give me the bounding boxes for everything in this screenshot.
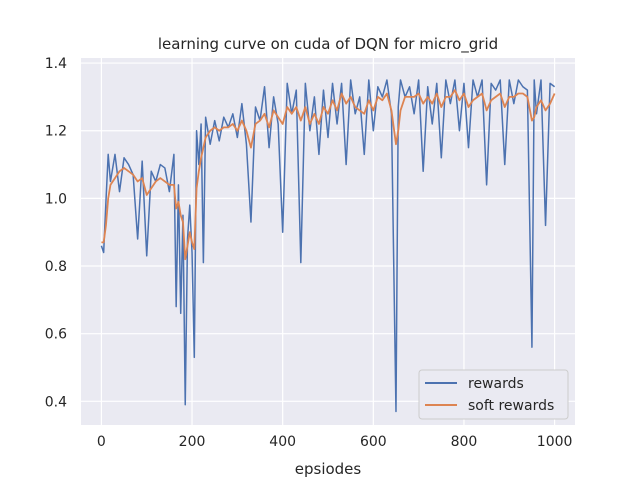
x-axis-label: epsiodes	[295, 460, 362, 478]
x-tick-label: 200	[179, 434, 206, 450]
x-tick-label: 600	[360, 434, 387, 450]
x-tick-label: 0	[97, 434, 106, 450]
y-tick-label: 0.4	[45, 394, 67, 410]
tick-labels: 0 200 400 600 800 1000 0.4 0.6 0.8 1.0 1.2 1.4	[45, 56, 573, 450]
chart-title: learning curve on cuda of DQN for micro_…	[158, 35, 498, 54]
y-tick-label: 0.8	[45, 259, 67, 275]
y-tick-label: 1.4	[45, 56, 67, 72]
y-tick-label: 1.0	[45, 191, 67, 207]
y-tick-label: 1.2	[45, 124, 67, 140]
x-tick-label: 800	[451, 434, 478, 450]
legend-label-rewards: rewards	[468, 376, 524, 392]
x-tick-label: 400	[269, 434, 296, 450]
series-line-rewards	[100, 79, 556, 413]
x-tick-label: 1000	[537, 434, 573, 450]
plot-area	[81, 58, 575, 425]
y-tick-label: 0.6	[45, 327, 67, 343]
series-lines	[100, 79, 556, 413]
legend: rewards soft rewards	[418, 369, 569, 420]
series-line-soft-rewards	[101, 89, 556, 261]
legend-label-soft-rewards: soft rewards	[468, 398, 554, 414]
